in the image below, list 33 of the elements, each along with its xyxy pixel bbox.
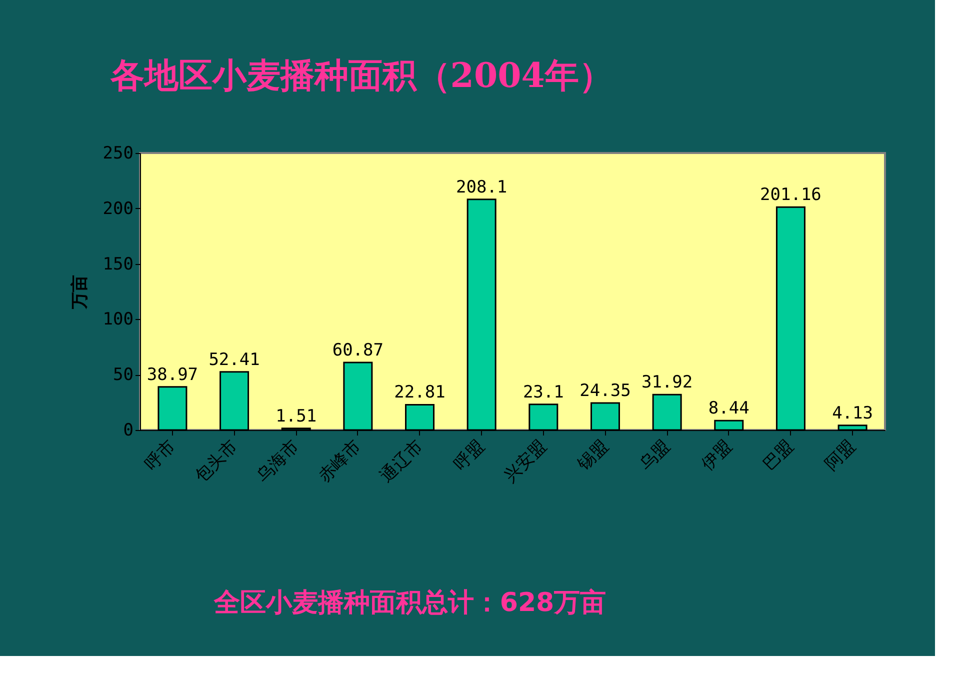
data-label: 52.41 xyxy=(208,350,260,370)
y-axis-title: 万亩 xyxy=(70,275,90,310)
data-label: 60.87 xyxy=(332,340,384,361)
x-tick-label: 通辽市 xyxy=(376,436,427,487)
text: 全区小麦播种面积总计：628万亩 xyxy=(212,588,606,618)
y-tick-label: 250 xyxy=(102,144,134,164)
x-tick-label: 巴盟 xyxy=(760,436,798,475)
data-label: 31.92 xyxy=(641,372,693,393)
y-tick-label: 100 xyxy=(102,310,134,330)
data-label: 8.44 xyxy=(708,398,750,419)
x-tick-label: 阿盟 xyxy=(821,436,860,475)
data-label: 23.1 xyxy=(522,382,564,402)
x-tick-label: 锡盟 xyxy=(573,436,612,476)
x-tick-label: 乌海市 xyxy=(252,436,304,487)
x-tick-label: 兴安盟 xyxy=(500,436,550,487)
data-label: 4.13 xyxy=(832,403,874,424)
data-label: 1.51 xyxy=(276,406,317,426)
x-tick-label: 伊盟 xyxy=(698,436,736,475)
data-label: 201.16 xyxy=(760,185,822,206)
data-label: 22.81 xyxy=(394,382,446,403)
chart-title: 各地区小麦播种面积（2004年） xyxy=(109,56,613,96)
x-tick-label: 呼市 xyxy=(141,436,180,475)
data-label: 38.97 xyxy=(146,364,198,385)
x-tick-label: 呼盟 xyxy=(450,436,489,475)
x-tick-label: 包头市 xyxy=(191,436,242,487)
y-tick-label: 150 xyxy=(102,254,134,274)
y-tick-label: 50 xyxy=(113,365,134,386)
y-tick-label: 0 xyxy=(123,420,134,440)
data-label: 24.35 xyxy=(580,381,631,402)
x-tick-label: 乌盟 xyxy=(636,436,674,475)
y-tick-label: 200 xyxy=(102,198,134,219)
data-label: 208.1 xyxy=(456,177,508,198)
x-tick-label: 赤峰市 xyxy=(314,436,366,487)
